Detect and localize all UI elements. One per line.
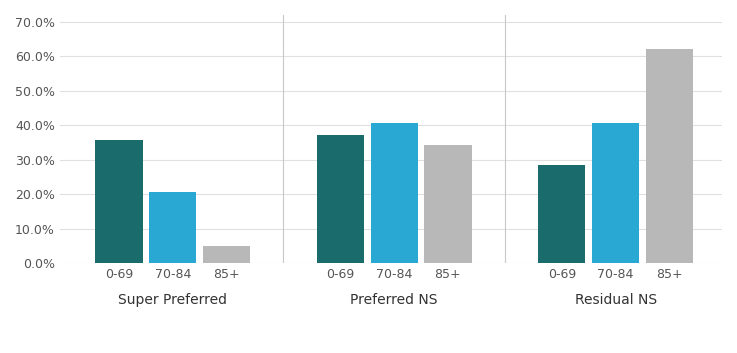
Bar	[592, 122, 639, 263]
Bar	[95, 140, 143, 263]
Bar	[425, 145, 472, 263]
Bar	[371, 123, 418, 263]
Text: Super Preferred: Super Preferred	[118, 293, 227, 307]
Bar	[646, 49, 693, 263]
Text: Preferred NS: Preferred NS	[350, 293, 438, 307]
Text: Residual NS: Residual NS	[575, 293, 657, 307]
Bar	[149, 192, 196, 263]
Bar	[317, 135, 364, 263]
Bar	[538, 164, 585, 263]
Bar	[203, 246, 250, 263]
